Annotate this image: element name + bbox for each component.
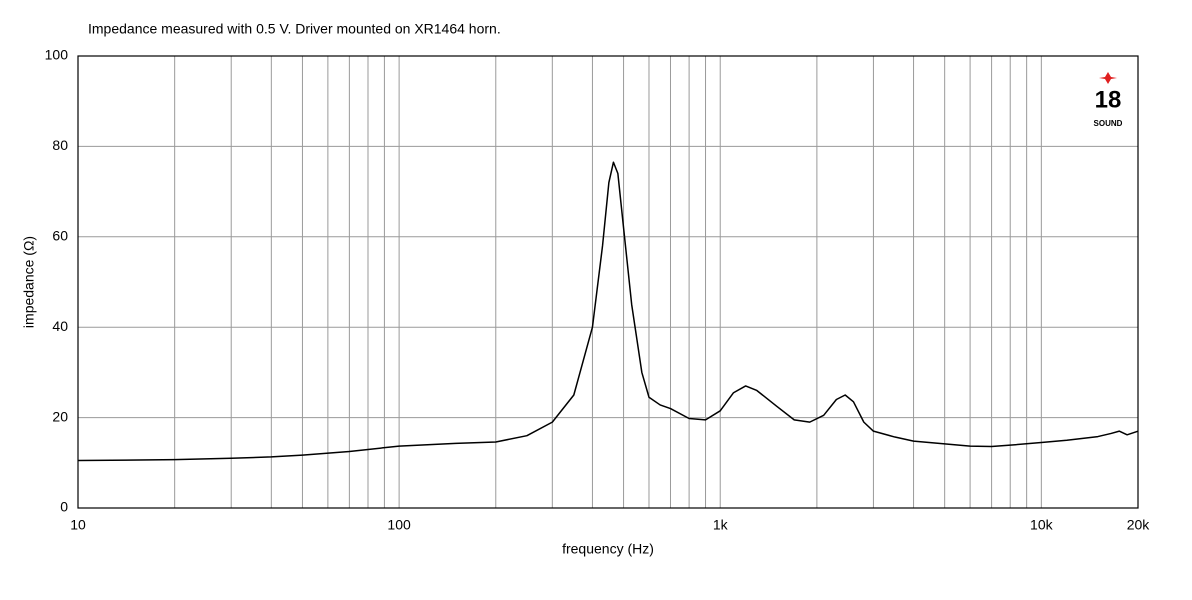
x-tick-label: 100 <box>387 517 411 533</box>
x-tick-label: 1k <box>713 517 729 533</box>
y-axis-label: impedance (Ω) <box>21 236 37 328</box>
logo-star <box>1099 72 1117 84</box>
y-tick-label: 80 <box>52 137 68 153</box>
x-tick-label: 20k <box>1127 517 1151 533</box>
plot-frame <box>77 55 1139 509</box>
x-tick-label: 10k <box>1030 517 1054 533</box>
y-tick-label: 60 <box>52 228 68 244</box>
y-tick-label: 100 <box>45 47 69 63</box>
y-tick-label: 20 <box>52 408 68 424</box>
y-tick-label: 40 <box>52 318 68 334</box>
logo: 18 SOUND <box>1094 72 1123 128</box>
logo-text: SOUND <box>1094 119 1123 128</box>
chart-subtitle: Impedance measured with 0.5 V. Driver mo… <box>88 21 501 37</box>
logo-number: 18 <box>1095 86 1122 113</box>
impedance-line <box>77 161 1139 462</box>
x-tick-label: 10 <box>70 517 86 533</box>
x-axis-label: frequency (Hz) <box>562 541 654 557</box>
y-tick-label: 0 <box>60 499 68 515</box>
